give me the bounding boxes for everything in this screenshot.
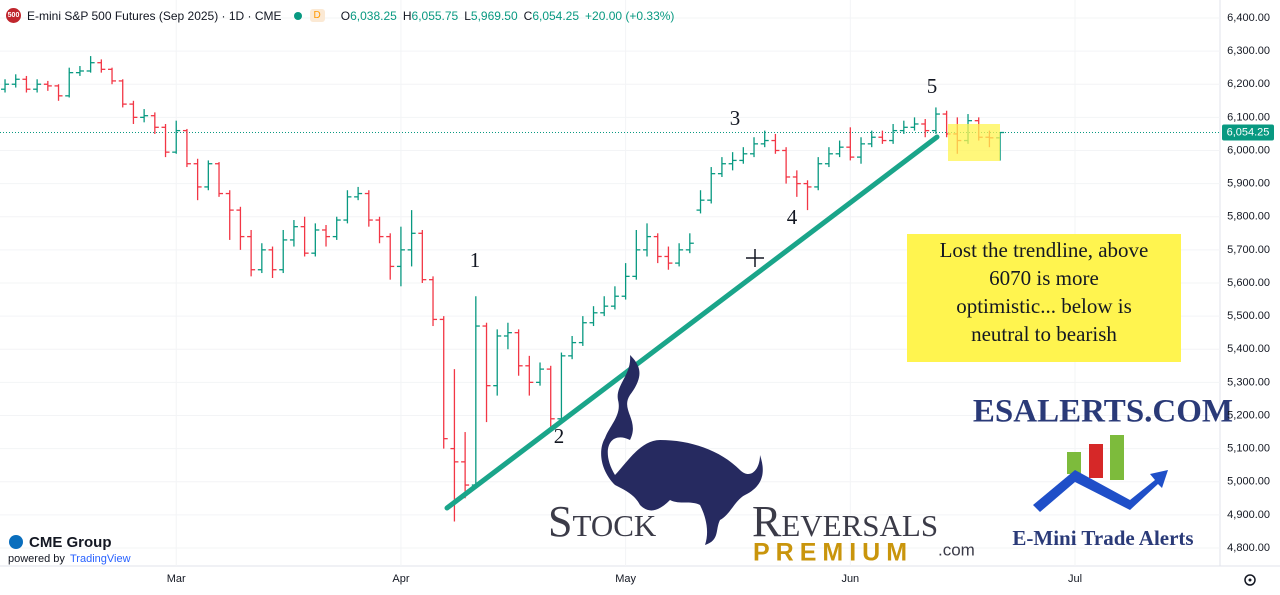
esalerts-title: ESALERTS.COM [973, 394, 1233, 430]
x-tick-label: Jun [841, 573, 859, 585]
wave-label: 3 [730, 106, 741, 130]
ohlc-key: L [464, 8, 471, 23]
delay-flag: D [309, 9, 325, 22]
symbol-badge: 500 [6, 8, 21, 23]
y-tick-label: 5,100.00 [1227, 443, 1270, 455]
change: +20.00 (+0.33%) [585, 8, 675, 23]
cme-logo [9, 535, 23, 549]
ohlc-key: C [523, 8, 533, 23]
y-tick-label: 5,500.00 [1227, 310, 1270, 322]
highlight-box [948, 124, 1000, 161]
y-tick-label: 6,100.00 [1227, 111, 1270, 123]
ohlc-value: 6,054.25 [532, 8, 580, 23]
tagline: E-Mini Trade Alerts [1012, 526, 1193, 550]
crosshair [746, 249, 764, 267]
wave-label: 1 [470, 248, 481, 272]
last-price-label: 6,054.25 [1227, 126, 1270, 138]
wave-label: 2 [554, 424, 565, 448]
y-tick-label: 5,200.00 [1227, 409, 1270, 421]
note-line: neutral to bearish [971, 322, 1117, 346]
ohlc-values: O6,038.25 H6,055.75 L5,969.50 C6,054.25 [337, 9, 581, 23]
cme-text: CME Group [29, 534, 112, 551]
price-bars [1, 56, 1005, 522]
y-tick-label: 5,400.00 [1227, 343, 1270, 355]
note-line: optimistic... below is [956, 294, 1132, 318]
note-line: Lost the trendline, above [940, 238, 1149, 262]
x-tick-label: Mar [167, 573, 186, 585]
y-tick-label: 5,700.00 [1227, 244, 1270, 256]
x-tick-label: May [615, 573, 636, 585]
tv-text: TradingView [70, 553, 131, 565]
esalerts-icon [1033, 435, 1168, 512]
powered-text: powered by [8, 553, 65, 565]
ohlc-key: H [402, 8, 412, 23]
last-price-tag [1222, 124, 1274, 141]
wave-label: 4 [787, 205, 798, 229]
y-tick-label: 4,800.00 [1227, 542, 1270, 554]
brand-dotcom: .com [938, 540, 975, 559]
chart-header: 500 E-mini S&P 500 Futures (Sep 2025) · … [6, 8, 674, 23]
ohlc-value: 6,038.25 [350, 8, 397, 23]
bull-logo [601, 355, 763, 545]
y-tick-label: 5,800.00 [1227, 211, 1270, 223]
status-dot [293, 11, 302, 20]
y-tick-label: 5,300.00 [1227, 376, 1270, 388]
trendline [444, 134, 940, 511]
brand-reversals: Reversals [752, 497, 938, 546]
y-tick-label: 4,900.00 [1227, 509, 1270, 521]
symbol-title[interactable]: E-mini S&P 500 Futures (Sep 2025) · 1D ·… [27, 8, 282, 23]
x-tick-label: Apr [392, 573, 409, 585]
ohlc-value: 6,055.75 [411, 8, 459, 23]
brand-premium: PREMIUM [753, 539, 913, 567]
ohlc-key: O [340, 8, 351, 23]
x-tick-label: Jul [1068, 573, 1082, 585]
note-box [907, 234, 1181, 362]
wave-label: 5 [927, 74, 938, 98]
y-tick-label: 5,900.00 [1227, 178, 1270, 190]
y-tick-label: 5,600.00 [1227, 277, 1270, 289]
y-tick-label: 6,200.00 [1227, 78, 1270, 90]
y-tick-label: 5,000.00 [1227, 476, 1270, 488]
brand-stock: Stock [548, 497, 657, 546]
settings-icon[interactable] [1244, 574, 1256, 586]
y-tick-label: 6,400.00 [1227, 12, 1270, 24]
ohlc-value: 5,969.50 [470, 8, 518, 23]
y-tick-label: 6,000.00 [1227, 144, 1270, 156]
note-line: 6070 is more [989, 266, 1099, 290]
y-tick-label: 6,300.00 [1227, 45, 1270, 57]
